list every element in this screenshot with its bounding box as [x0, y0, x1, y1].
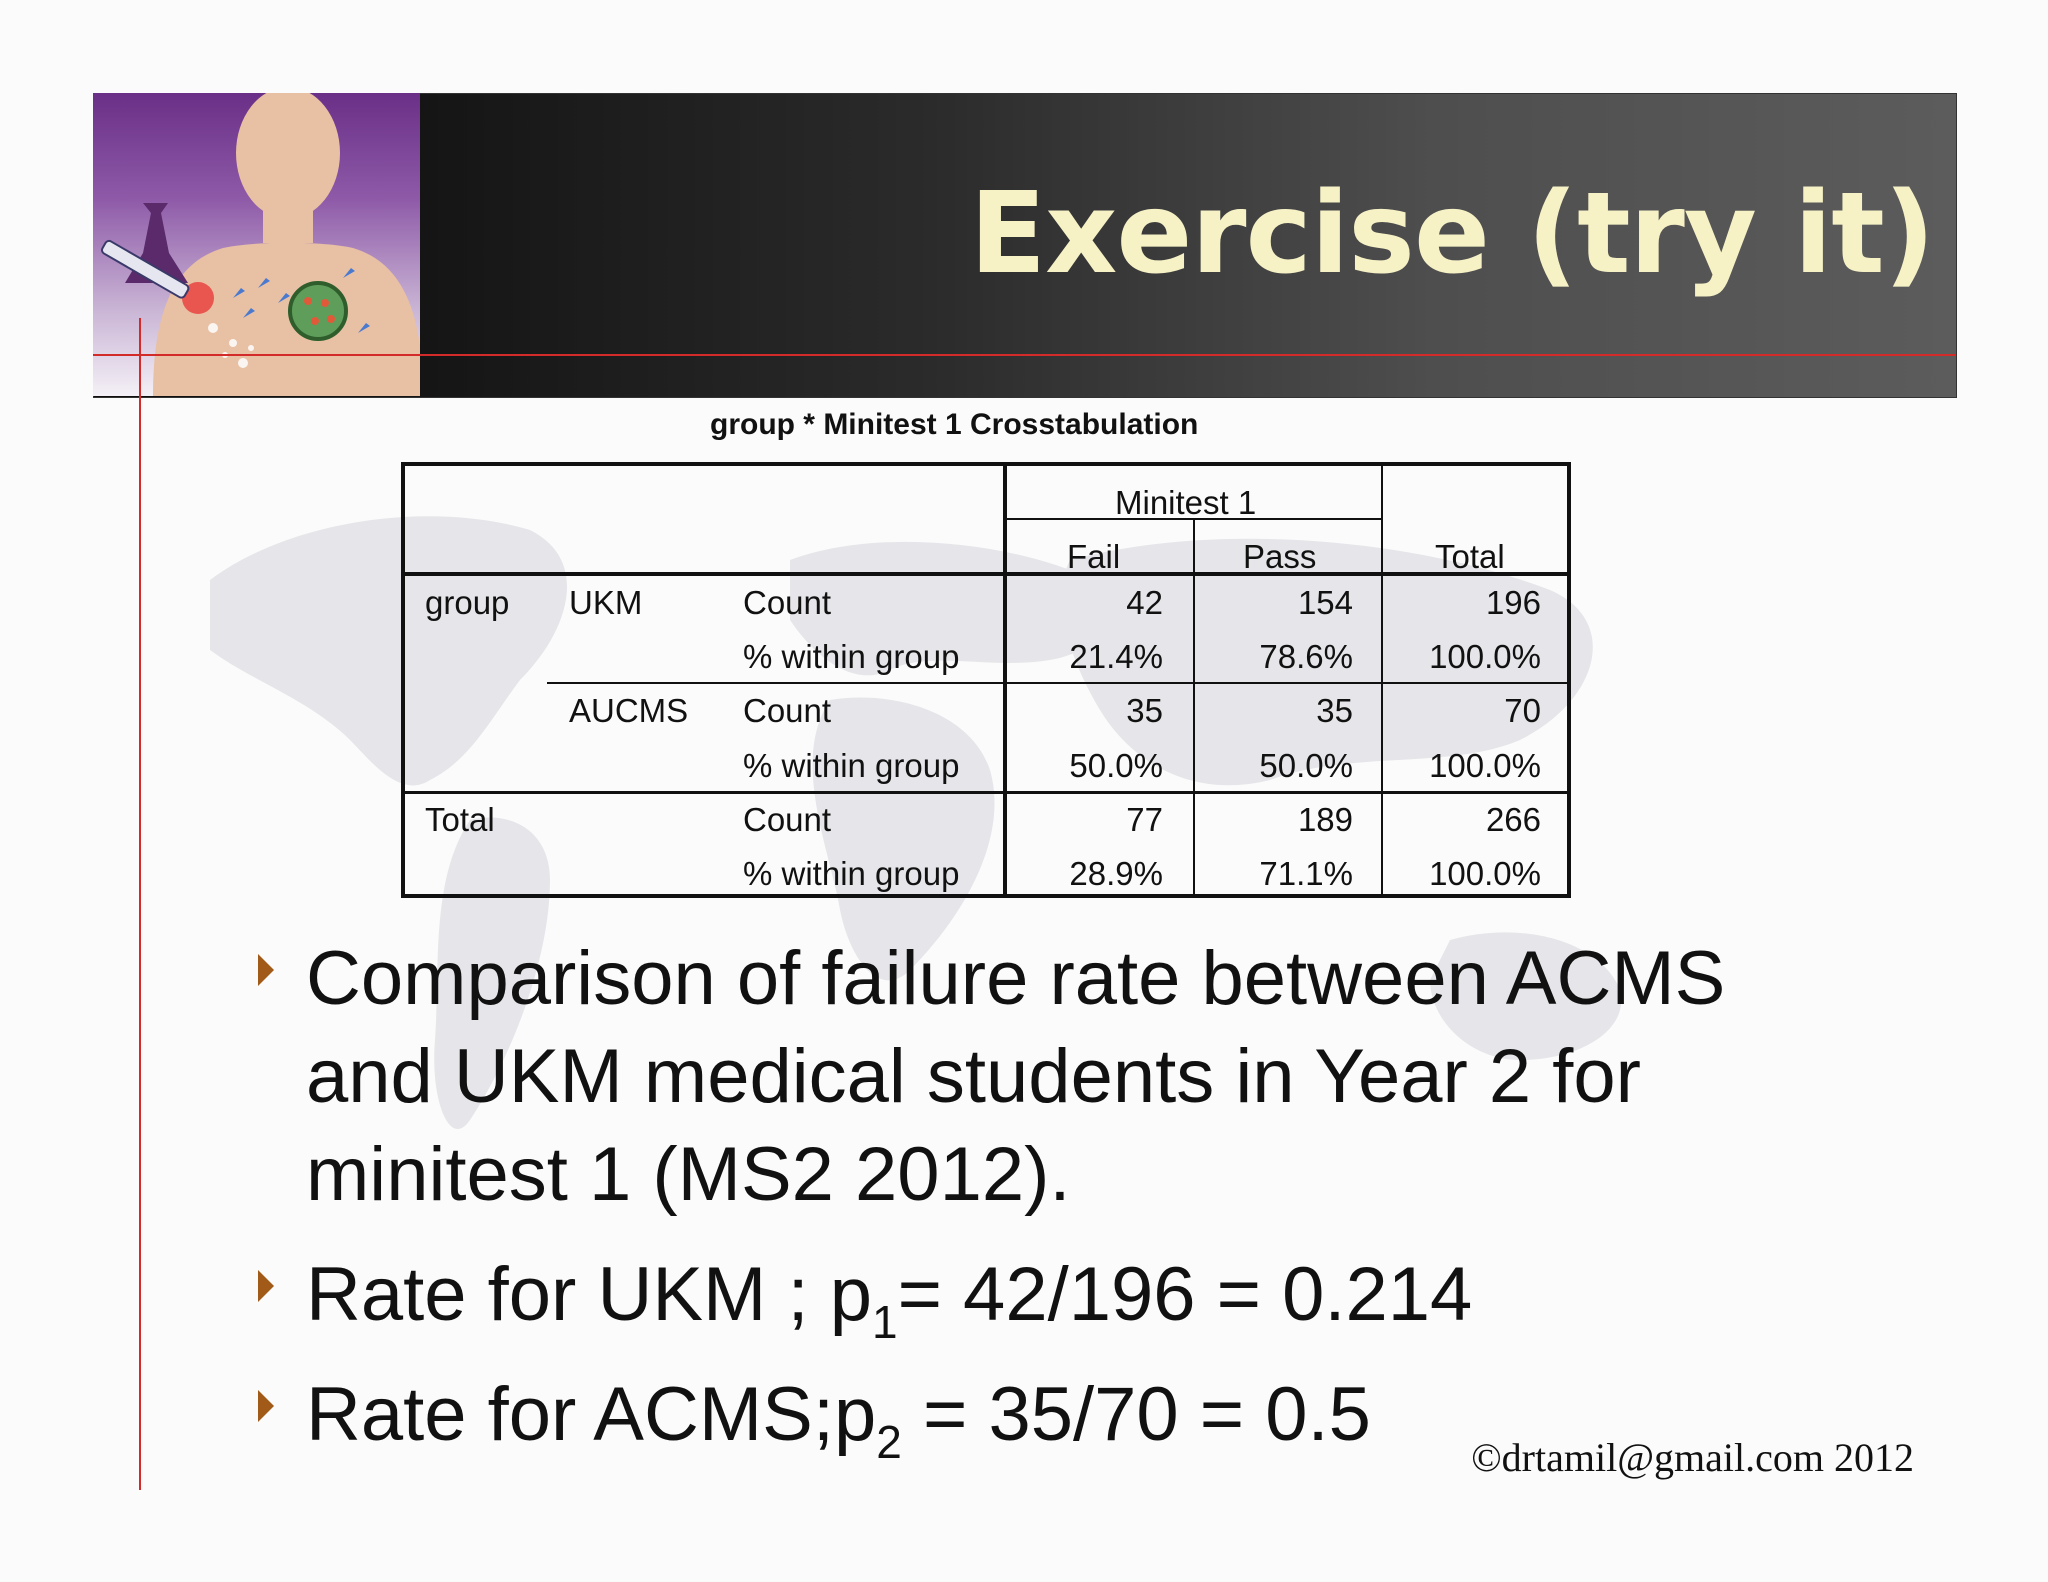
bullet-text: = 42/196 = 0.214	[897, 1252, 1473, 1337]
table-divider	[405, 572, 1567, 576]
bullet-arrow-icon	[258, 1390, 274, 1422]
column-group-header: Minitest 1	[1115, 484, 1257, 521]
table-caption: group * Minitest 1 Crosstabulation	[710, 408, 1199, 441]
red-horizontal-rule	[93, 354, 1955, 356]
table-cell: 35	[1126, 692, 1163, 729]
row-label: AUCMS	[569, 692, 689, 729]
bullet-arrow-icon	[258, 1270, 274, 1302]
bullet-arrow-icon	[258, 954, 274, 986]
table-divider	[1003, 466, 1007, 894]
table-cell: 154	[1297, 584, 1353, 621]
table-cell: 77	[1126, 801, 1163, 838]
table-cell: 100.0%	[1429, 638, 1541, 675]
table-divider	[405, 791, 1567, 794]
table-cell: 189	[1297, 801, 1353, 838]
column-header: Pass	[1243, 538, 1317, 575]
table-cell: 196	[1485, 584, 1541, 621]
table-cell: 42	[1126, 584, 1163, 621]
total-row-label: Total	[425, 801, 495, 838]
subscript: 2	[876, 1416, 902, 1468]
bullet-item: Rate for ACMS;p2 = 35/70 = 0.5	[248, 1366, 1768, 1465]
table-cell: 70	[1504, 692, 1541, 729]
slide-title: Exercise (try it)	[969, 169, 1935, 299]
stat-label: % within group	[743, 638, 960, 675]
bullet-text: Rate for UKM ; p	[306, 1252, 872, 1337]
bullet-item: Comparison of failure rate between ACMS …	[248, 930, 1768, 1224]
table-cell: 78.6%	[1259, 638, 1353, 675]
table-cell: 71.1%	[1259, 855, 1353, 892]
table-divider	[1005, 518, 1381, 520]
stat-label: Count	[743, 692, 832, 729]
table-cell: 100.0%	[1429, 747, 1541, 784]
stat-label: % within group	[743, 855, 960, 892]
row-group-label: group	[425, 584, 510, 621]
table-cell: 21.4%	[1069, 638, 1163, 675]
table-cell: 100.0%	[1429, 855, 1541, 892]
crosstab-table: Minitest 1 Fail Pass Total group UKM Cou…	[401, 462, 1571, 898]
red-vertical-rule	[139, 318, 141, 1490]
row-label: UKM	[569, 584, 643, 621]
column-header: Fail	[1067, 538, 1121, 575]
table-cell: 50.0%	[1259, 747, 1353, 784]
bullet-text: = 35/70 = 0.5	[901, 1372, 1371, 1457]
copyright-notice: ©drtamil@gmail.com 2012	[1471, 1435, 1914, 1480]
table-divider	[1381, 466, 1383, 894]
bullet-item: Rate for UKM ; p1= 42/196 = 0.214	[248, 1246, 1768, 1345]
stat-label: Count	[743, 801, 832, 838]
table-cell: 28.9%	[1069, 855, 1163, 892]
column-header: Total	[1435, 538, 1505, 575]
vaccine-illustration-icon	[100, 93, 420, 396]
bullet-text: Rate for ACMS;p	[306, 1372, 877, 1457]
table-cell: 35	[1316, 692, 1353, 729]
stat-label: Count	[743, 584, 832, 621]
header-illustration	[93, 93, 420, 396]
table-divider	[1193, 518, 1195, 894]
table-cell: 50.0%	[1069, 747, 1163, 784]
subscript: 1	[871, 1296, 898, 1348]
bullet-list: Comparison of failure rate between ACMS …	[248, 930, 1768, 1465]
bullet-text: Comparison of failure rate between ACMS …	[306, 936, 1726, 1217]
table-cell: 266	[1485, 801, 1541, 838]
stat-label: % within group	[743, 747, 960, 784]
table-divider	[547, 682, 1567, 684]
